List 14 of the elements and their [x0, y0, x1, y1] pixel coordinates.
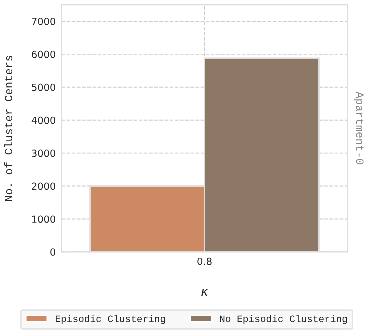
y-tick-label: 2000: [32, 182, 56, 190]
y-tick-label: 6000: [32, 50, 56, 58]
legend-label: No Episodic Clustering: [220, 315, 348, 324]
y-axis-title: No. of Cluster Centers: [4, 56, 13, 202]
y-tick-label: 5000: [32, 84, 56, 92]
x-tick-label: 0.8: [198, 258, 212, 266]
text: Apartment-0: [354, 92, 364, 165]
y-tick-label: 4000: [32, 116, 56, 124]
y-tick-label: 3000: [32, 150, 56, 158]
legend-label: Episodic Clustering: [56, 315, 166, 324]
y-tick-label: 0: [50, 248, 56, 256]
y-tick-label: 7000: [32, 18, 56, 26]
y-tick-label: 1000: [32, 216, 56, 224]
x-axis-title: κ: [202, 289, 208, 296]
